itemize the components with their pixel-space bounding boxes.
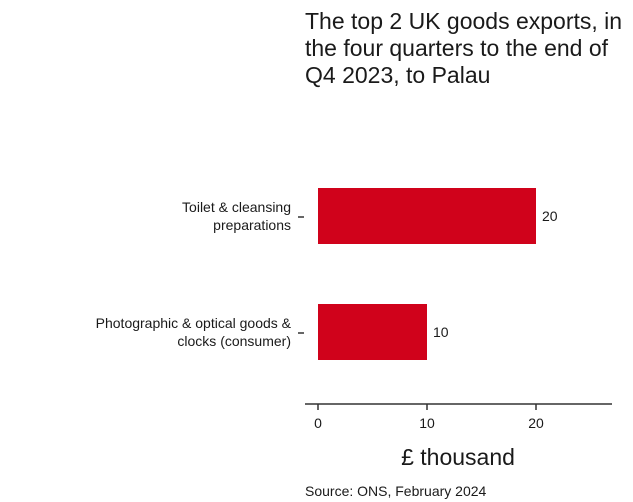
data-label-1: 10 [433,324,449,340]
x-tick-label-2: 20 [528,415,544,431]
category-label-0: Toilet & cleansing preparations [182,199,291,233]
bar-0 [318,188,536,244]
x-tick-label-1: 10 [419,415,435,431]
bar-1 [318,304,427,360]
x-tick-label-0: 0 [314,415,322,431]
category-label-1: Photographic & optical goods & clocks (co… [96,315,292,349]
data-label-0: 20 [542,208,558,224]
chart-title: The top 2 UK goods exports, in the four … [305,8,623,88]
source-note: Source: ONS, February 2024 [305,483,487,499]
x-axis-label: £ thousand [401,444,515,470]
